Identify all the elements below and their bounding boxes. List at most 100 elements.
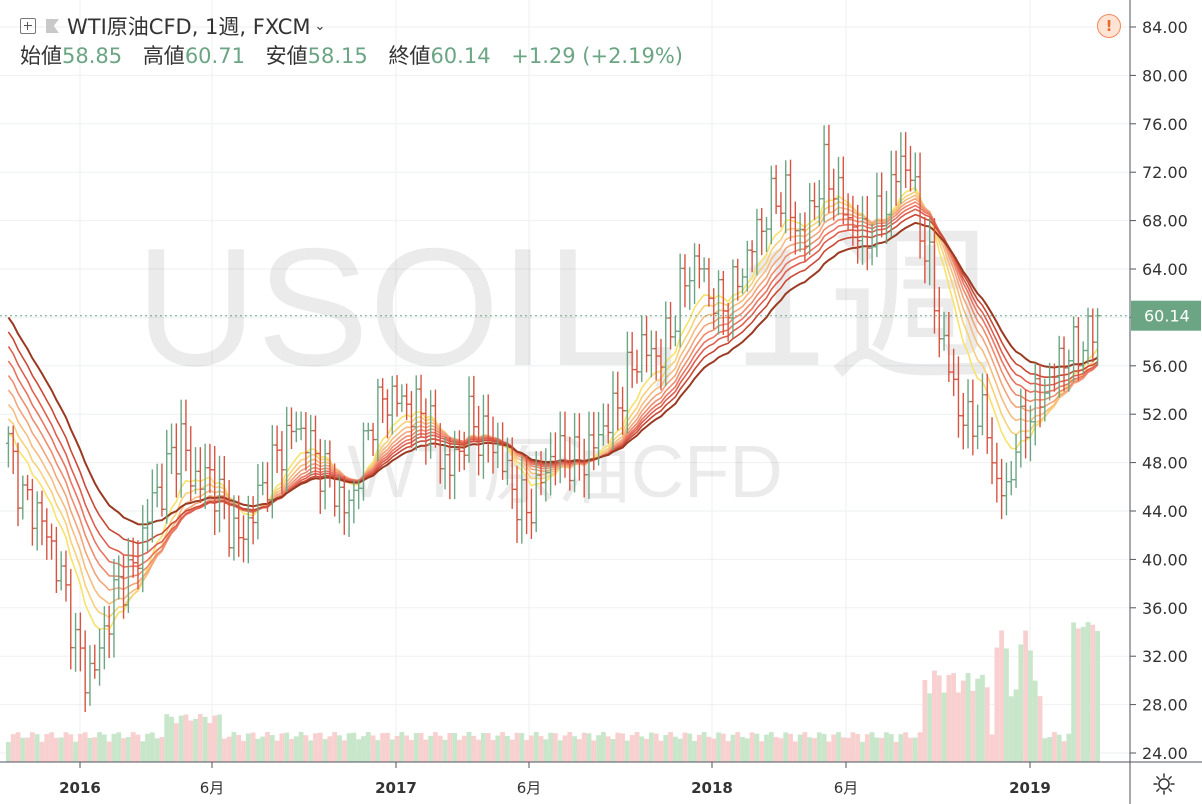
volume-bar [529,735,534,762]
volume-bar [125,737,131,762]
volume-bars [6,622,1100,762]
ohlc-row: 始値58.85 高値60.71 安値58.15 終値60.14 +1.29 (+… [20,40,697,72]
volume-bar [893,741,899,762]
price-bar [82,630,88,713]
plus-square-icon[interactable] [20,18,36,34]
volume-bar [322,739,328,762]
volume-bar [375,740,381,762]
volume-bar [495,735,501,762]
price-bar [927,218,933,286]
high-label: 高値 [142,44,185,68]
volume-bar [356,739,362,762]
price-bar [241,515,246,563]
volume-bar [682,732,688,762]
volume-bar [106,741,112,762]
price-bar [1085,307,1091,365]
price-bar [447,436,453,500]
volume-bar [121,738,126,762]
volume-bar [346,733,352,762]
ribbon-line [7,201,1099,580]
price-bar [375,378,381,462]
price-bar [557,411,563,484]
price-bar [423,398,429,465]
price-bar [850,195,856,246]
price-bar [20,475,26,520]
volume-bar [951,673,957,762]
price-bar [845,193,851,231]
gear-icon[interactable] [1152,772,1176,796]
volume-bar [183,714,189,762]
y-tick-label: 72.00 [1142,163,1188,182]
x-tick-label: 2018 [691,779,733,797]
price-bar [1066,349,1072,392]
price-bar [1095,308,1100,366]
price-bar [269,425,275,519]
volume-bar [759,741,765,762]
price-bar [332,463,338,517]
price-bar [53,526,59,593]
volume-bar [471,735,477,762]
price-bar [903,132,909,189]
y-tick-label: 44.00 [1142,502,1188,521]
y-tick-label: 52.00 [1142,405,1188,424]
price-bar [97,628,102,686]
price-bar [404,383,410,420]
volume-bar [207,722,213,762]
price-bar [644,315,649,373]
volume-bar [245,733,251,762]
price-bar [807,183,813,255]
volume-bar [58,737,64,762]
volume-bar [553,733,558,762]
volume-bar [394,736,400,762]
price-bar [970,379,976,456]
y-tick-label: 48.00 [1142,454,1188,473]
price-bar [121,555,126,619]
price-bar [500,422,506,480]
volume-bar [217,714,222,762]
price-bar [58,551,64,591]
price-bar [802,212,808,263]
price-bar [624,331,630,434]
volume-bar [778,738,784,762]
volume-bar [370,735,376,762]
y-tick-label: 28.00 [1142,696,1188,715]
price-bar [106,605,112,659]
volume-bar [524,740,530,762]
open-value: 58.85 [62,44,123,68]
price-bar [495,422,501,469]
volume-bar [855,734,861,762]
volume-bar [178,715,184,762]
chevron-down-icon[interactable]: ⌄ [314,18,326,34]
volume-bar [989,734,995,762]
price-bar [591,411,597,471]
price-bar [394,375,400,417]
volume-bar [101,734,107,762]
price-bar [279,431,285,494]
price-bar [452,430,458,500]
volume-bar [25,737,30,762]
volume-bar [337,735,342,762]
volume-bar [164,714,170,762]
price-bar [615,371,621,431]
volume-bar [744,738,750,762]
flag-icon[interactable] [46,19,59,33]
price-bar [250,496,256,545]
price-bar [380,378,386,424]
volume-bar [600,732,606,762]
price-bar [188,426,194,502]
price-bar [361,422,366,501]
price-bar [965,379,971,449]
volume-bar [999,630,1005,762]
volume-bar [946,674,952,762]
volume-bar [49,732,54,762]
alert-icon[interactable]: ! [1097,14,1121,38]
volume-bar [850,732,856,762]
volume-bar [912,737,918,762]
symbol-title[interactable]: WTI原油CFD, 1週, FXCM [67,15,311,39]
price-bar [514,465,520,543]
price-bar [754,208,760,276]
price-bar [15,442,21,527]
volume-bar [749,732,755,762]
price-bar [418,374,424,437]
